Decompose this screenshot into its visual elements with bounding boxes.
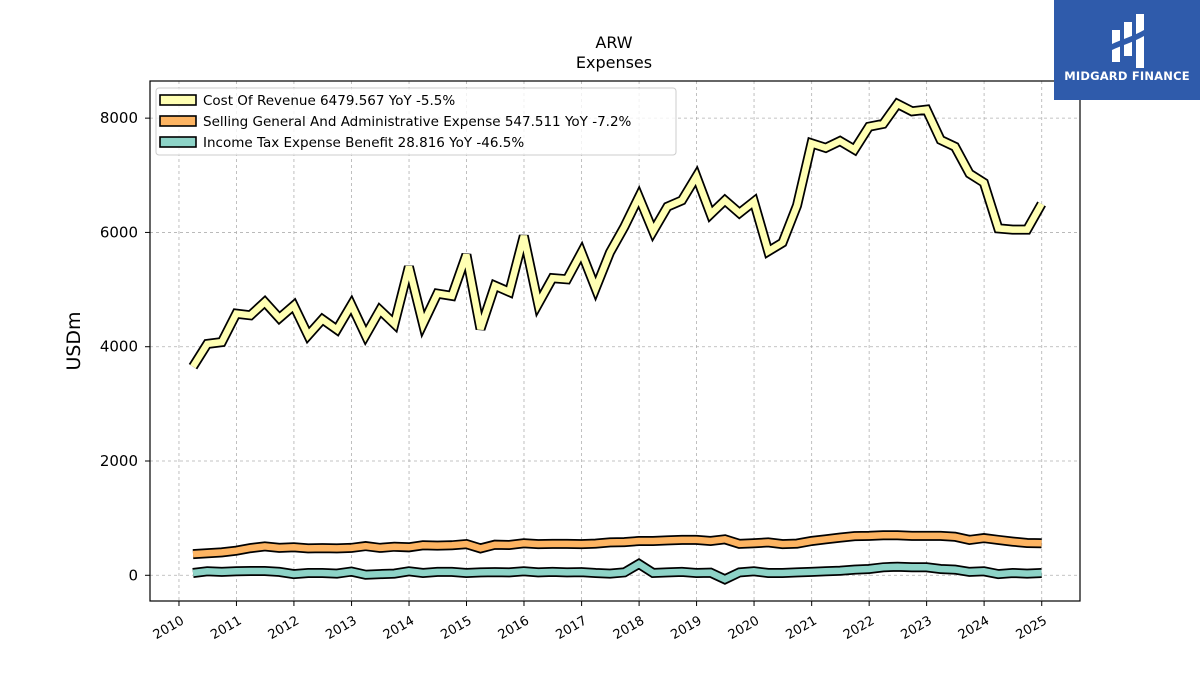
x-tick-label: 2012 [266, 613, 302, 643]
y-tick-label: 4000 [100, 338, 138, 356]
x-tick-label: 2025 [1014, 613, 1050, 643]
series-income-tax-expense-benefit [192, 558, 1042, 585]
legend-swatch [159, 136, 197, 148]
legend-box [155, 87, 677, 156]
y-tick-label: 2000 [100, 452, 138, 470]
legend-swatch [159, 115, 197, 127]
logo-mark-icon [1112, 14, 1144, 68]
x-tick-label: 2018 [611, 613, 647, 643]
legend-entry: Cost Of Revenue 6479.567 YoY -5.5% [203, 93, 455, 109]
legend: Cost Of Revenue 6479.567 YoY -5.5% Sellin… [155, 87, 677, 156]
legend-entry: Income Tax Expense Benefit 28.816 YoY -4… [203, 135, 524, 151]
y-axis-label: USDm [63, 311, 85, 370]
chart-subtitle: Expenses [576, 53, 652, 72]
legend-entry: Selling General And Administrative Expen… [203, 114, 632, 130]
x-tick-label: 2020 [726, 613, 762, 643]
x-tick-label: 2023 [898, 613, 934, 643]
x-tick-label: 2021 [784, 613, 820, 643]
x-tick-label: 2014 [381, 613, 417, 643]
series-line [192, 560, 1042, 583]
x-tick-label: 2019 [668, 613, 704, 643]
y-tick-label: 0 [128, 566, 138, 584]
y-tick-label: 8000 [100, 109, 138, 127]
series-line [192, 532, 1042, 558]
series-cost-of-revenue [188, 97, 1046, 370]
y-tick-label: 6000 [100, 223, 138, 241]
plot-area [149, 80, 1081, 602]
series-line [190, 99, 1045, 369]
chart-title: ARW [595, 33, 632, 52]
x-tick-label: 2016 [496, 613, 532, 643]
x-tick-label: 2017 [553, 613, 589, 643]
x-tick-label: 2011 [208, 613, 244, 643]
series-selling-general-and-administrative-expense [192, 530, 1042, 560]
logo-text: MIDGARD FINANCE [1064, 69, 1190, 83]
x-tick-label: 2013 [323, 613, 359, 643]
midgard-finance-logo: MIDGARD FINANCE [1054, 0, 1200, 100]
x-tick-label: 2022 [841, 613, 877, 643]
grid [150, 81, 1080, 601]
legend-swatch [159, 94, 197, 106]
series-lines [188, 97, 1046, 585]
x-tick-label: 2015 [438, 613, 474, 643]
x-tick-label: 2010 [151, 613, 187, 643]
x-tick-label: 2024 [956, 613, 992, 643]
